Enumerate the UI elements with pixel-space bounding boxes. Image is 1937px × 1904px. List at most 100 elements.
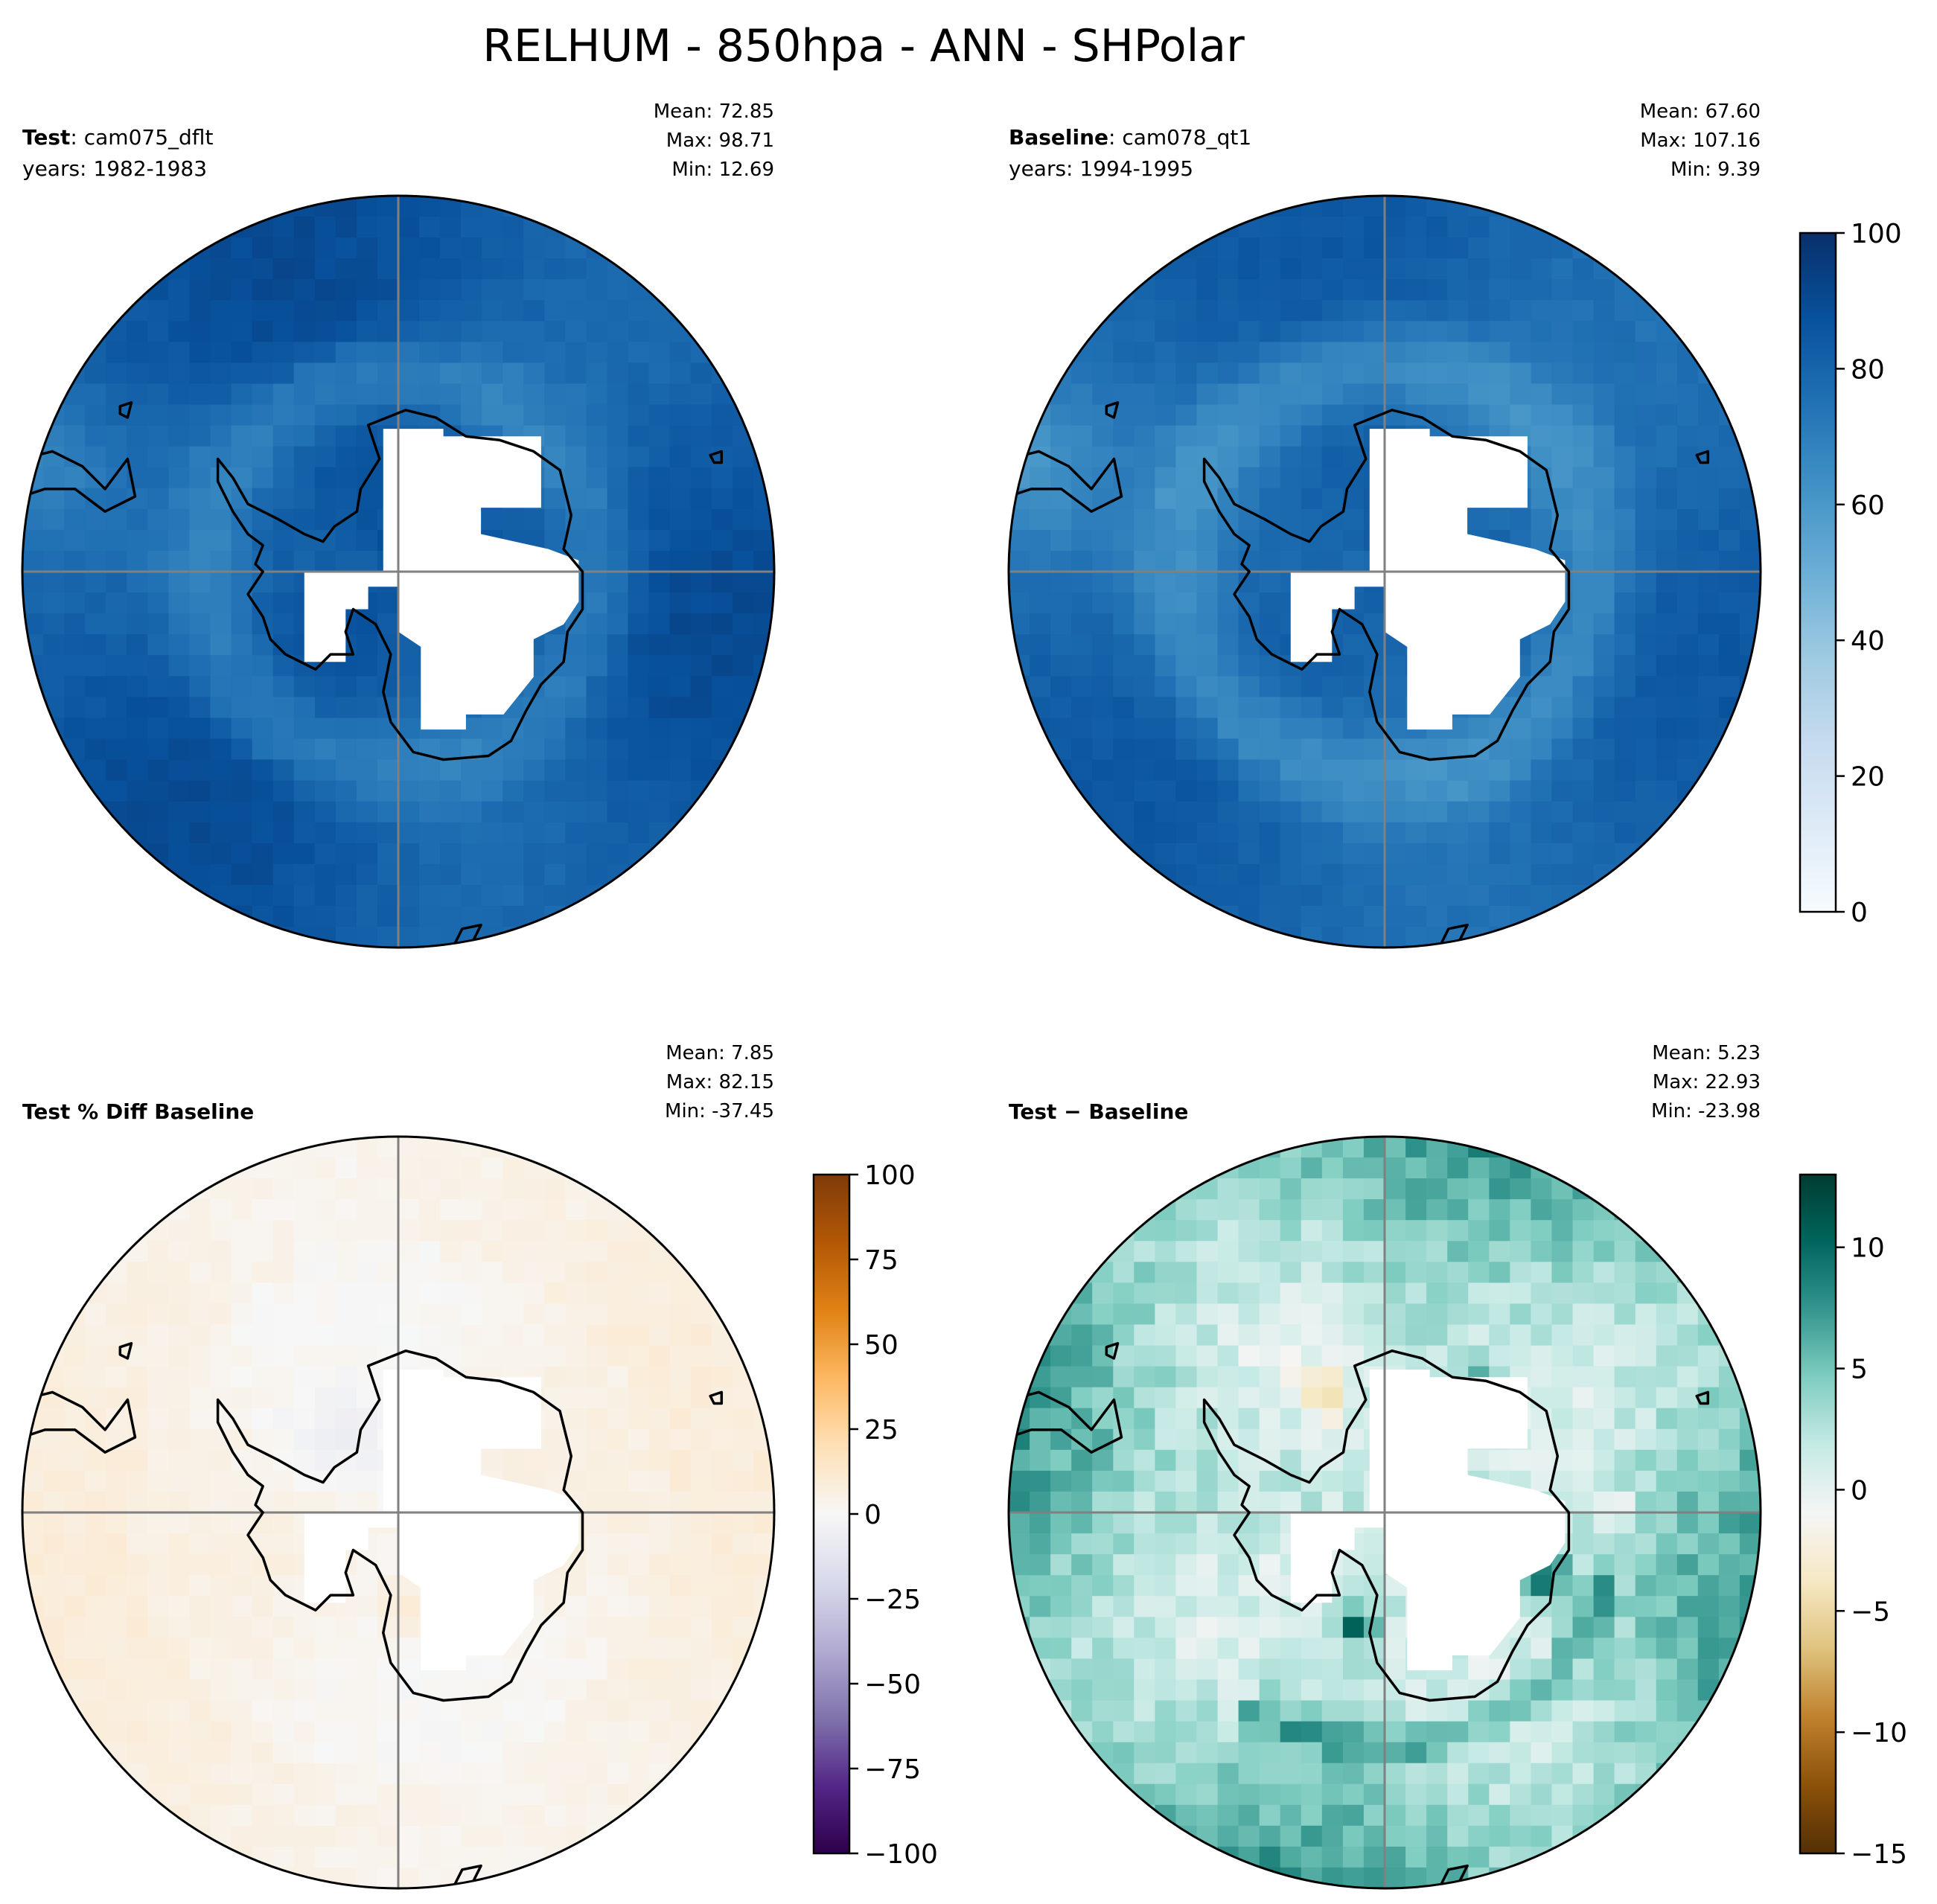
grid-cell: [482, 1345, 503, 1367]
grid-cell: [272, 592, 295, 614]
grid-cell: [1531, 738, 1553, 761]
grid-cell: [586, 1262, 608, 1283]
grid-cell: [1447, 801, 1469, 823]
grid-cell: [1030, 1491, 1051, 1513]
grid-cell: [586, 843, 608, 865]
grid-cell: [1447, 1199, 1469, 1221]
grid-cell: [1363, 1262, 1385, 1283]
grid-cell: [356, 697, 378, 718]
grid-cell: [168, 634, 191, 656]
grid-cell: [1635, 1575, 1657, 1597]
grid-cell: [1739, 697, 1761, 718]
grid-cell: [1175, 718, 1198, 740]
grid-cell: [189, 1742, 211, 1764]
grid-cell: [1321, 697, 1344, 718]
grid-cell: [1301, 1638, 1323, 1659]
grid-cell: [335, 905, 357, 927]
grid-cell: [1342, 718, 1365, 740]
grid-cell: [1385, 655, 1406, 677]
grid-cell: [586, 425, 608, 447]
grid-cell: [1175, 446, 1198, 468]
grid-cell: [1385, 383, 1406, 406]
grid-cell: [1426, 1846, 1448, 1868]
grid-cell: [127, 1512, 148, 1534]
grid-cell: [252, 592, 274, 614]
grid-cell: [1238, 1700, 1260, 1722]
grid-cell: [147, 1282, 169, 1305]
grid-cell: [1155, 1783, 1177, 1806]
grid-cell: [1301, 1366, 1323, 1388]
grid-cell: [628, 300, 650, 322]
grid-cell: [252, 362, 274, 385]
grid-cell: [1196, 1512, 1219, 1534]
south-america-coastline: [22, 450, 137, 513]
grid-cell: [461, 404, 482, 427]
grid-cell: [711, 572, 733, 593]
grid-cell: [356, 801, 378, 823]
grid-cell: [85, 425, 106, 447]
grid-cell: [565, 1783, 587, 1806]
grid-cell: [127, 1303, 148, 1326]
grid-cell: [565, 1345, 587, 1367]
grid-cell: [461, 1282, 482, 1305]
grid-cell: [648, 1638, 671, 1659]
grid-cell: [147, 1512, 169, 1534]
grid-cell: [1656, 634, 1678, 656]
grid-cell: [1405, 863, 1427, 886]
grid-cell: [1510, 1825, 1531, 1847]
grid-cell: [1113, 1617, 1135, 1638]
grid-cell: [1155, 822, 1177, 844]
grid-cell: [1259, 1533, 1281, 1555]
grid-cell: [1342, 300, 1365, 322]
grid-cell: [1030, 634, 1051, 656]
grid-cell: [544, 279, 567, 301]
grid-cell: [43, 676, 65, 697]
grid-cell: [1614, 801, 1636, 823]
grid-cell: [565, 1617, 587, 1638]
grid-cell: [1551, 843, 1574, 865]
grid-cell: [1551, 1638, 1574, 1659]
grid-cell: [293, 759, 316, 782]
grid-cell: [272, 383, 295, 406]
grid-cell: [628, 592, 650, 614]
grid-cell: [377, 1282, 399, 1305]
grid-cell: [85, 1366, 106, 1388]
grid-cell: [272, 1282, 295, 1305]
grid-cell: [1405, 1825, 1427, 1847]
grid-cell: [210, 863, 232, 886]
grid-cell: [1489, 1763, 1510, 1785]
grid-cell: [1238, 404, 1260, 427]
grid-cell: [314, 1617, 336, 1638]
grid-cell: [1342, 822, 1365, 844]
grid-cell: [356, 529, 378, 552]
grid-cell: [231, 425, 253, 447]
grid-cell: [1217, 1638, 1239, 1659]
grid-cell: [482, 1220, 503, 1242]
grid-cell: [1447, 1282, 1469, 1305]
grid-cell: [231, 655, 253, 677]
grid-cell: [1009, 1638, 1030, 1659]
grid-cell: [1468, 1700, 1490, 1722]
grid-cell: [210, 279, 232, 301]
grid-cell: [272, 1262, 295, 1283]
grid-cell: [544, 718, 567, 740]
grid-cell: [502, 404, 524, 427]
grid-cell: [1447, 1137, 1469, 1158]
grid-cell: [1635, 697, 1657, 718]
grid-cell: [168, 508, 191, 531]
grid-cell: [1426, 1721, 1448, 1743]
grid-cell: [210, 258, 232, 280]
grid-cell: [168, 1262, 191, 1283]
grid-cell: [565, 843, 587, 865]
grid-cell: [64, 1554, 86, 1576]
grid-cell: [1175, 1533, 1198, 1555]
grid-cell: [461, 1804, 482, 1827]
grid-cell: [544, 1345, 567, 1367]
grid-cell: [252, 404, 274, 427]
grid-cell: [1175, 362, 1198, 385]
grid-cell: [648, 279, 671, 301]
grid-cell: [1280, 718, 1302, 740]
grid-cell: [1426, 258, 1448, 280]
grid-cell: [1614, 362, 1636, 385]
grid-cell: [1217, 1783, 1239, 1806]
